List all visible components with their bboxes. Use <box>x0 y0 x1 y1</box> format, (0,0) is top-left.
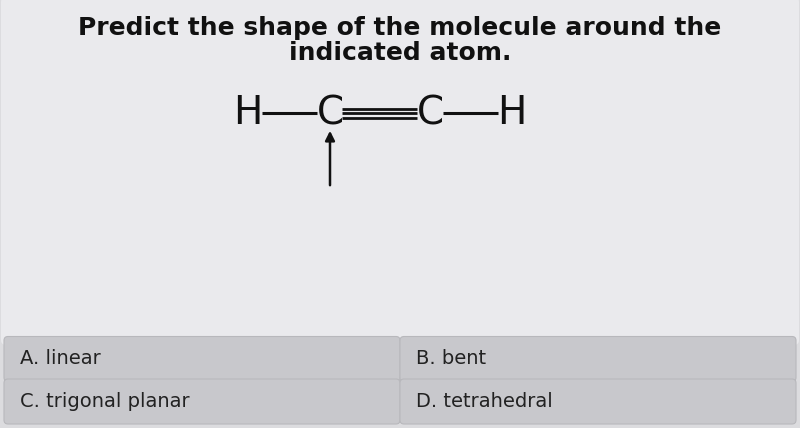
Text: C. trigonal planar: C. trigonal planar <box>20 392 190 411</box>
Text: indicated atom.: indicated atom. <box>289 41 511 65</box>
FancyBboxPatch shape <box>4 336 400 381</box>
Text: B. bent: B. bent <box>416 350 486 369</box>
FancyBboxPatch shape <box>1 0 799 345</box>
Text: H: H <box>234 94 262 132</box>
Text: D. tetrahedral: D. tetrahedral <box>416 392 553 411</box>
Text: H: H <box>498 94 526 132</box>
Text: C: C <box>417 94 443 132</box>
Text: C: C <box>317 94 343 132</box>
Text: A. linear: A. linear <box>20 350 101 369</box>
Text: Predict the shape of the molecule around the: Predict the shape of the molecule around… <box>78 16 722 40</box>
FancyBboxPatch shape <box>400 336 796 381</box>
FancyBboxPatch shape <box>4 379 400 424</box>
FancyBboxPatch shape <box>400 379 796 424</box>
